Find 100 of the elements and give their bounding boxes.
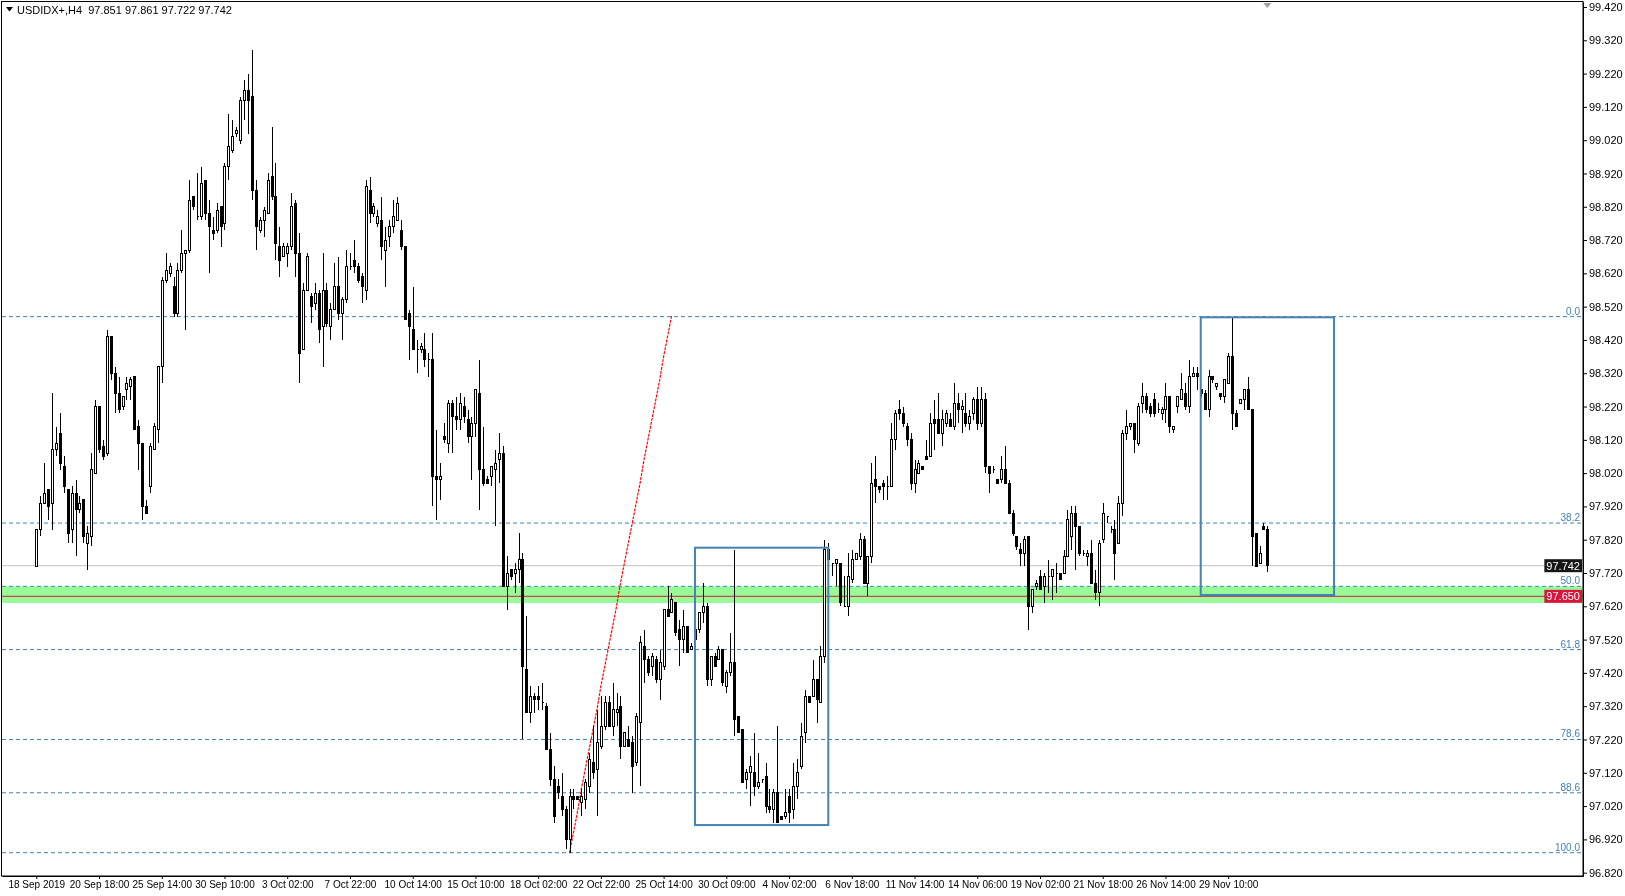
annotation: 78.6 [1560, 728, 1581, 740]
candlestick [541, 682, 544, 711]
candlestick [612, 682, 615, 737]
candlestick [537, 685, 540, 711]
candlestick [59, 412, 62, 471]
y-tick-label: 98.920 [1589, 167, 1623, 180]
y-tick-label: 97.620 [1589, 600, 1623, 613]
candlestick [63, 455, 66, 494]
candlestick [1231, 316, 1234, 431]
candlestick [1102, 502, 1105, 544]
candlestick [1208, 369, 1211, 418]
x-tick-label: 4 Nov 02:00 [762, 879, 817, 891]
x-tick-label: 10 Oct 14:00 [384, 879, 443, 891]
y-tick-label: 98.820 [1589, 200, 1623, 213]
y-tick-label: 97.820 [1589, 533, 1623, 546]
x-tick-label: 25 Oct 14:00 [635, 879, 694, 891]
x-tick-label: 26 Nov 14:00 [1136, 879, 1197, 891]
candlestick [1141, 382, 1144, 414]
x-tick-label: 18 Oct 02:00 [510, 879, 568, 891]
ref-line-label: 97.742 [1546, 559, 1580, 572]
x-tick-label: 29 Nov 10:00 [1198, 879, 1259, 891]
y-tick-label: 97.320 [1589, 700, 1623, 713]
y-tick-label: 99.220 [1589, 67, 1623, 80]
candlestick [447, 399, 450, 454]
candlestick [569, 788, 572, 854]
x-tick-label: 25 Sep 14:00 [132, 879, 193, 891]
candlestick [765, 762, 768, 814]
candlestick [800, 722, 803, 770]
candlestick [451, 399, 454, 454]
candlestick [416, 339, 419, 374]
candlestick [459, 392, 462, 431]
candlestick [1015, 535, 1018, 551]
candlestick [804, 689, 807, 744]
x-tick-label: 15 Oct 10:00 [447, 879, 505, 891]
candlestick [882, 479, 885, 501]
y-tick-label: 99.120 [1589, 100, 1623, 113]
y-tick-label: 97.220 [1589, 733, 1623, 746]
candlestick [278, 226, 281, 278]
candlestick [1074, 505, 1077, 571]
y-tick-label: 99.320 [1589, 34, 1623, 47]
x-tick-label: 22 Oct 22:00 [572, 879, 631, 891]
y-tick-label: 99.020 [1589, 134, 1623, 147]
y-tick-label: 96.820 [1589, 866, 1623, 879]
ref-line-label: 97.650 [1546, 590, 1580, 603]
candlestick [478, 359, 481, 511]
candlestick [619, 695, 622, 760]
candlestick [1043, 572, 1046, 604]
y-tick-label: 97.520 [1589, 633, 1623, 646]
chart-title: USDIDX+,H4 97.851 97.861 97.722 97.742 [17, 4, 232, 16]
candlestick [365, 179, 368, 301]
annotation: 88.6 [1560, 781, 1581, 793]
candlestick [976, 386, 979, 431]
candlestick [67, 489, 70, 544]
y-tick-label: 97.720 [1589, 567, 1623, 580]
candlestick [847, 552, 850, 617]
candlestick [51, 392, 54, 531]
y-tick-label: 99.420 [1589, 1, 1623, 14]
candlestick [412, 286, 415, 351]
candlestick [839, 562, 842, 607]
x-tick-label: 19 Nov 02:00 [1010, 879, 1071, 891]
annotation: 38.2 [1560, 512, 1581, 524]
candlestick [106, 329, 109, 457]
candlestick [776, 725, 779, 824]
candlestick [1266, 525, 1269, 573]
x-tick-label: 11 Nov 14:00 [885, 879, 945, 891]
annotation: 100.0 [1554, 841, 1581, 853]
candlestick [1188, 359, 1191, 414]
y-tick-label: 97.920 [1589, 500, 1623, 513]
candlestick [322, 252, 325, 368]
x-tick-label: 7 Oct 22:00 [324, 879, 377, 891]
y-tick-label: 98.520 [1589, 300, 1623, 313]
candlestick [75, 479, 78, 557]
candlestick [1027, 535, 1030, 631]
x-tick-label: 18 Sep 2019 [8, 879, 66, 891]
y-tick-label: 97.120 [1589, 766, 1623, 779]
candlestick [733, 549, 736, 737]
x-tick-label: 30 Sep 10:00 [195, 879, 256, 891]
candlestick [1196, 366, 1199, 391]
candlestick [1215, 382, 1218, 391]
annotation: 61.8 [1560, 638, 1581, 650]
candlestick [200, 166, 203, 221]
y-tick-label: 97.020 [1589, 800, 1623, 813]
candlestick [1098, 539, 1101, 607]
candlestick [1055, 562, 1058, 594]
candlestick [953, 382, 956, 431]
x-tick-label: 3 Oct 02:00 [261, 879, 315, 891]
x-tick-label: 21 Nov 18:00 [1073, 879, 1134, 891]
line-series [568, 316, 673, 854]
y-tick-label: 98.020 [1589, 467, 1623, 480]
x-tick-label: 6 Nov 18:00 [825, 879, 880, 891]
candlestick [784, 788, 787, 820]
y-tick-label: 97.420 [1589, 666, 1623, 679]
x-tick-label: 14 Nov 06:00 [948, 879, 1008, 891]
candlestick [494, 449, 497, 527]
annotation: 0.0 [1566, 305, 1581, 317]
x-tick-label: 20 Sep 18:00 [69, 879, 130, 891]
candlestick [792, 762, 795, 820]
y-tick-label: 96.920 [1589, 833, 1623, 846]
annotation: 50.0 [1560, 575, 1581, 587]
y-tick-label: 98.720 [1589, 234, 1623, 247]
